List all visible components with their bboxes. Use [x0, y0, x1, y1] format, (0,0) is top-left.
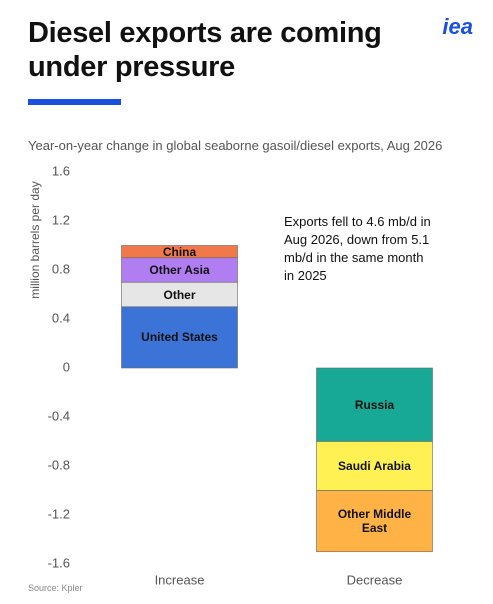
segment-label: Saudi Arabia: [338, 459, 411, 473]
y-tick-label: 0: [63, 359, 70, 374]
bar-segment: [121, 281, 238, 308]
bar-segment: [121, 245, 238, 259]
segment-label-box: Saudi Arabia: [338, 459, 411, 473]
segment-label: Other Asia: [149, 263, 210, 277]
logo: iea: [442, 14, 473, 39]
source: Source: Kpler: [28, 583, 83, 593]
segment-label: Russia: [354, 397, 395, 412]
bar-segment: [316, 490, 433, 553]
y-tick-label: -0.8: [48, 457, 70, 472]
title-rule: [28, 99, 121, 105]
segment-label: China: [162, 245, 197, 258]
segment-label-box: China: [162, 245, 197, 258]
segment-label-box: Other Asia: [149, 263, 210, 277]
segment-label: United States: [141, 330, 218, 345]
segment-label: Other: [163, 287, 196, 302]
segment-label-box: United States: [141, 330, 218, 345]
segment-label-box: Other: [163, 287, 196, 302]
y-tick-label: 0.8: [52, 261, 70, 276]
x-tick-label: Increase: [155, 572, 205, 587]
bar-segment: [316, 367, 433, 442]
segment-label-box: Russia: [354, 397, 395, 412]
bar-segment: [121, 306, 238, 369]
y-tick-label: -0.4: [48, 408, 70, 423]
y-tick-label: 0.4: [52, 310, 70, 325]
segment-label: Other Middle East: [337, 507, 412, 536]
segment-label-box: Other Middle East: [337, 507, 412, 536]
annotation: Exports fell to 4.6 mb/d in Aug 2026, do…: [278, 211, 438, 291]
chart-subtitle: Year-on-year change in global seaborne g…: [28, 138, 443, 153]
chart-title: Diesel exports are coming under pressure: [28, 17, 382, 83]
y-tick-label: 1.6: [52, 163, 70, 178]
y-tick-label: 1.2: [52, 212, 70, 227]
y-tick-label: -1.2: [48, 506, 70, 521]
x-tick-label: Decrease: [347, 572, 403, 587]
y-tick-label: -1.6: [48, 555, 70, 570]
y-axis-label: million barrels per day: [28, 181, 42, 298]
